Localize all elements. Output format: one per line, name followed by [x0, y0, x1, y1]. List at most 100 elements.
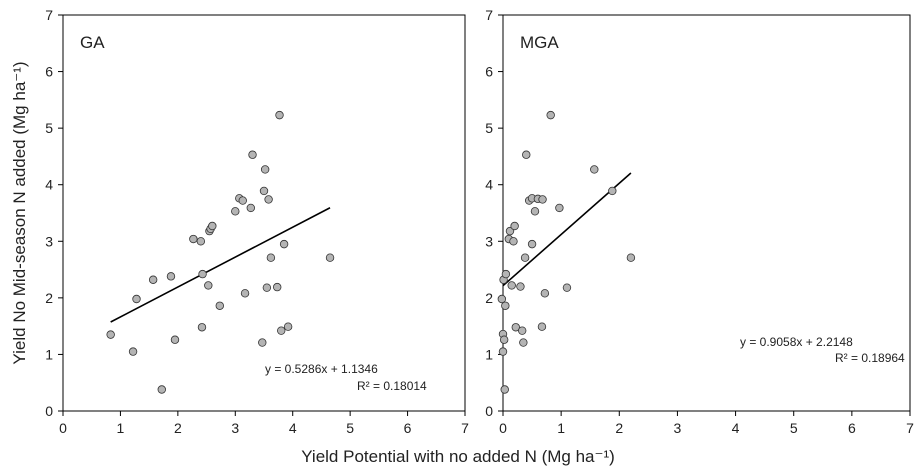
data-point — [259, 186, 269, 196]
data-point — [132, 294, 141, 304]
panel-title: MGA — [520, 33, 559, 52]
data-point — [240, 289, 250, 298]
data-point — [189, 234, 198, 244]
x-tick-label: 4 — [289, 420, 297, 436]
r-squared-label: R² = 0.18964 — [835, 351, 905, 365]
x-tick-label: 6 — [848, 420, 856, 436]
data-point — [501, 269, 511, 279]
x-tick-label: 1 — [117, 420, 125, 436]
data-point — [527, 239, 537, 249]
y-tick-label: 5 — [45, 120, 53, 136]
data-point — [325, 253, 335, 262]
y-tick-label: 3 — [485, 233, 493, 249]
x-tick-label: 3 — [674, 420, 682, 436]
x-tick-label: 7 — [906, 420, 914, 436]
y-tick-label: 7 — [485, 7, 493, 23]
y-tick-label: 3 — [45, 233, 53, 249]
x-tick-label: 6 — [404, 420, 412, 436]
data-point — [277, 326, 286, 335]
x-tick-label: 5 — [790, 420, 798, 436]
data-point — [215, 301, 224, 310]
y-tick-label: 6 — [45, 64, 53, 80]
y-tick-label: 0 — [45, 403, 53, 419]
x-tick-label: 0 — [59, 420, 67, 436]
x-tick-label: 2 — [174, 420, 182, 436]
x-axis-label: Yield Potential with no added N (Mg ha⁻¹… — [301, 447, 615, 466]
regression-equation: y = 0.9058x + 2.2148 — [740, 335, 853, 349]
data-point — [204, 281, 213, 290]
panel-title: GA — [80, 33, 105, 52]
data-point — [283, 322, 293, 331]
y-tick-label: 1 — [485, 346, 493, 362]
data-point — [258, 338, 267, 347]
data-point — [170, 335, 180, 344]
regression-line-0 — [110, 207, 331, 323]
data-point — [148, 275, 158, 284]
data-point — [497, 294, 507, 304]
data-point — [246, 203, 255, 213]
data-point — [538, 195, 547, 204]
r-squared-label: R² = 0.18014 — [357, 379, 427, 393]
data-point — [273, 282, 282, 292]
y-tick-label: 7 — [45, 7, 53, 23]
y-tick-label: 2 — [45, 290, 53, 306]
data-point — [522, 150, 531, 159]
data-point — [540, 289, 550, 298]
plot-frame-1 — [502, 14, 911, 412]
x-tick-label: 0 — [499, 420, 507, 436]
x-tick-label: 4 — [732, 420, 740, 436]
data-point — [266, 253, 276, 262]
x-tick-label: 3 — [231, 420, 239, 436]
data-point — [106, 330, 115, 339]
x-tick-label: 2 — [615, 420, 623, 436]
data-point — [626, 253, 636, 262]
data-point — [511, 323, 520, 332]
data-point — [590, 165, 599, 174]
data-point — [500, 385, 509, 394]
data-point — [507, 281, 516, 290]
data-point — [510, 221, 519, 231]
y-axis-label: Yield No Mid-season N added (Mg ha⁻¹) — [10, 61, 29, 364]
data-point — [231, 207, 240, 216]
data-point — [517, 326, 527, 335]
x-tick-label: 1 — [557, 420, 565, 436]
x-tick-label: 7 — [461, 420, 469, 436]
data-point — [279, 239, 289, 249]
x-tick-label: 5 — [346, 420, 354, 436]
y-tick-label: 1 — [45, 346, 53, 362]
data-point — [238, 196, 247, 205]
y-tick-label: 4 — [45, 177, 53, 193]
data-point — [499, 335, 509, 344]
data-point — [264, 195, 273, 204]
data-point — [608, 186, 617, 196]
data-point — [546, 110, 555, 120]
data-point — [519, 338, 528, 347]
y-tick-label: 4 — [485, 177, 493, 193]
data-point — [530, 207, 540, 216]
data-point — [197, 323, 207, 332]
y-tick-label: 6 — [485, 64, 493, 80]
data-point — [166, 272, 176, 281]
y-tick-label: 0 — [485, 403, 493, 419]
data-point — [196, 237, 206, 246]
plot-frame-0 — [62, 14, 466, 412]
data-point — [275, 110, 284, 120]
data-point — [562, 283, 572, 292]
data-point — [509, 237, 518, 246]
data-point — [520, 253, 530, 262]
data-point — [157, 385, 166, 394]
data-point — [498, 347, 508, 356]
data-point — [555, 203, 564, 213]
data-point — [537, 322, 547, 331]
data-point — [260, 165, 270, 174]
data-point — [208, 221, 217, 231]
data-point — [128, 347, 138, 356]
data-point — [516, 282, 525, 291]
data-point — [198, 269, 207, 279]
regression-equation: y = 0.5286x + 1.1346 — [265, 362, 378, 376]
data-point — [505, 226, 515, 236]
y-tick-label: 5 — [485, 120, 493, 136]
data-point — [262, 283, 272, 292]
